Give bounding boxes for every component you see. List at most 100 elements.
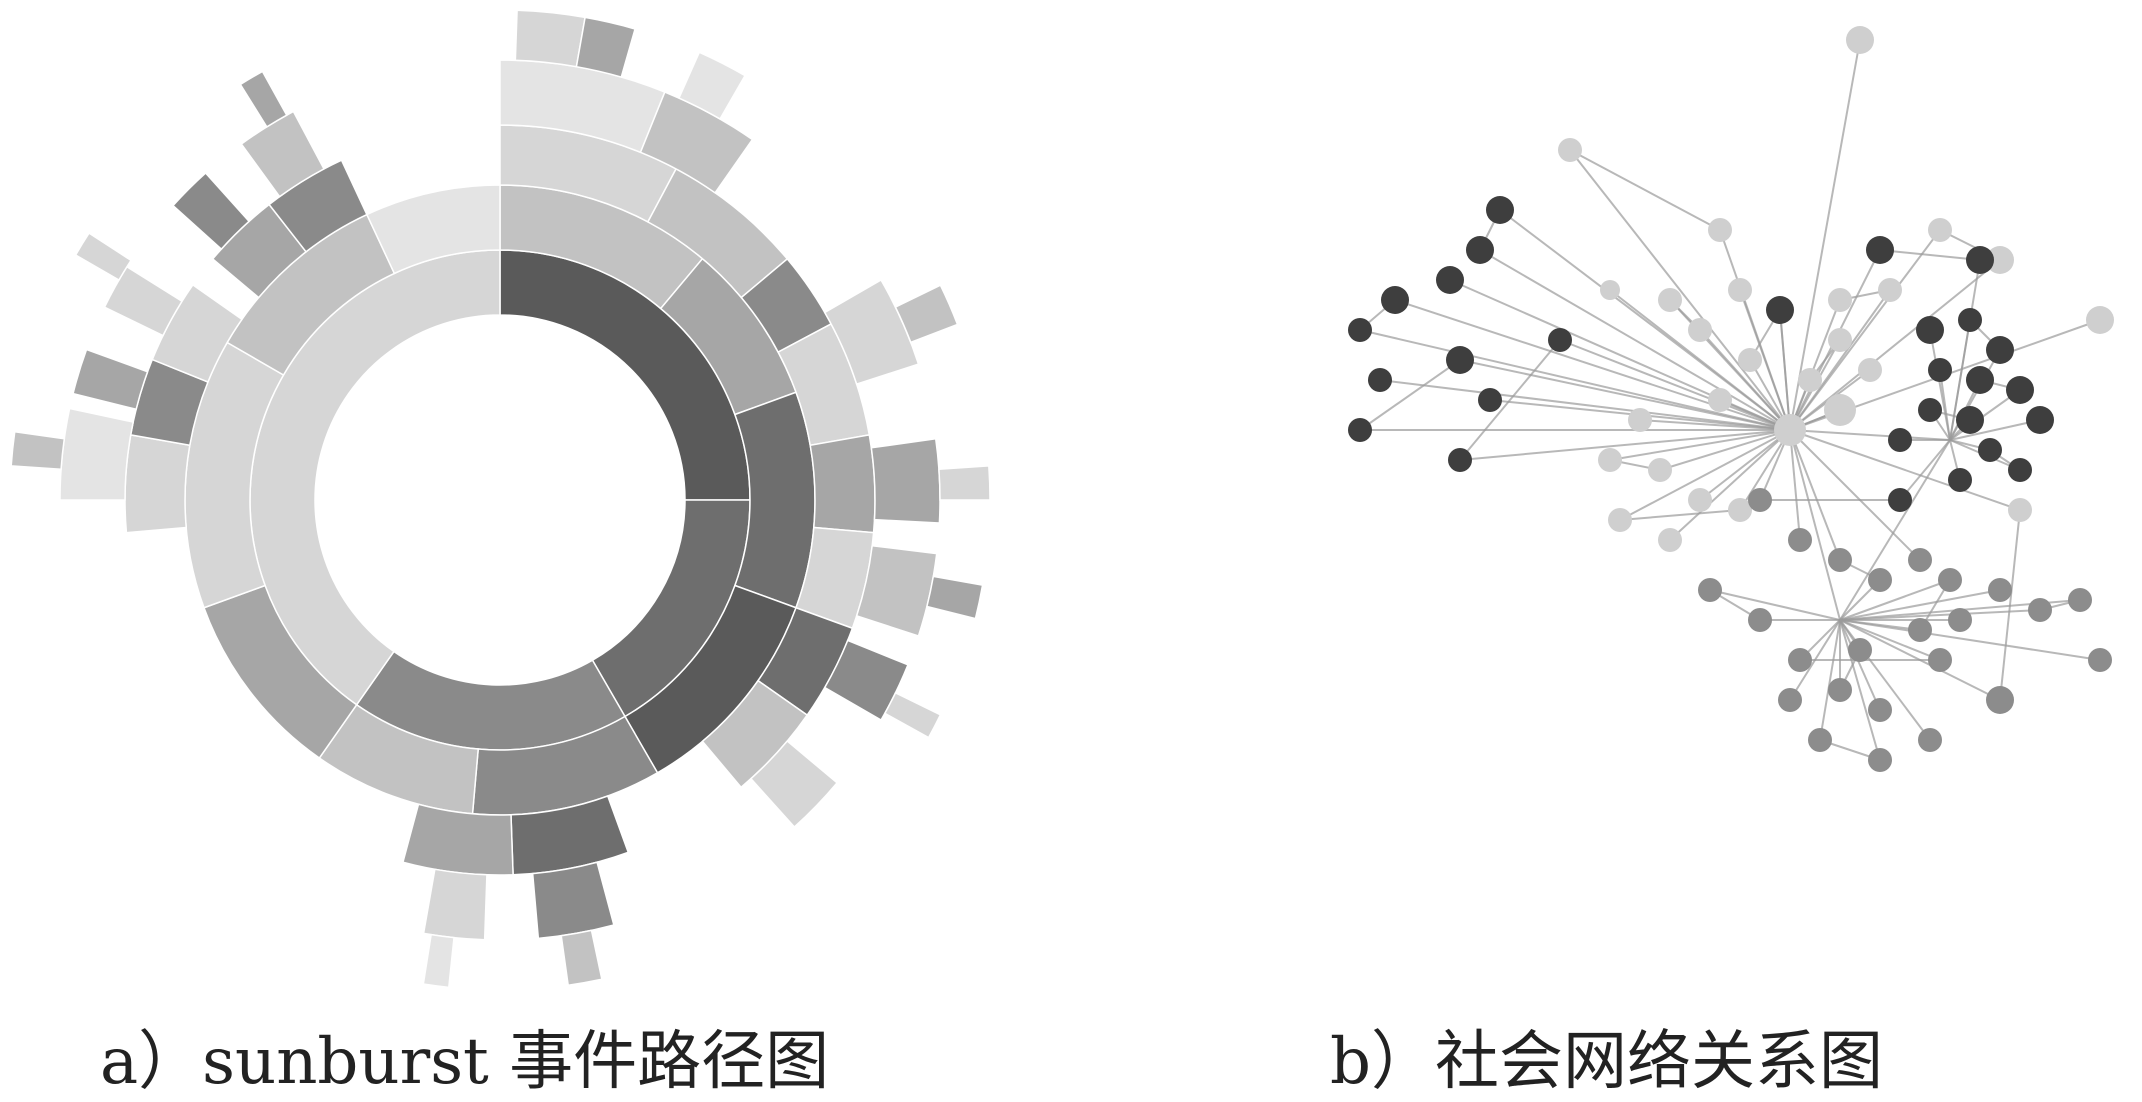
sunburst-segment-ring4 [72,348,149,411]
network-node [1908,548,1932,572]
sunburst-segment-ring5 [883,691,942,739]
network-node [1986,686,2014,714]
sunburst-segment-ring3 [701,679,809,789]
network-node [1778,688,1802,712]
network-node [1738,348,1762,372]
sunburst-chart [10,9,991,989]
network-edge [1789,429,1801,541]
network-node [1938,568,1962,592]
network-node [1728,498,1752,522]
network-node [1824,394,1856,426]
sunburst-segment-ring3 [124,434,191,534]
network-node [1558,138,1582,162]
network-node [1446,346,1474,374]
network-edge [1609,429,1791,461]
network-node [1846,26,1874,54]
sunburst-segment-ring2 [365,184,501,275]
network-node [2068,588,2092,612]
network-node [1788,528,1812,552]
network-node [1486,196,1514,224]
network-node [2008,458,2032,482]
network-node [1978,438,2002,462]
sunburst-segment-ring4 [103,265,184,337]
network-edge [1839,619,2001,701]
network-edge [1619,509,1741,521]
network-edge [1659,429,1791,471]
sunburst-caption: a）sunburst 事件路径图 [100,1025,830,1099]
network-node [1478,388,1502,412]
network-node [1658,528,1682,552]
sunburst-segment-ring4 [531,861,615,940]
network-node [2006,376,2034,404]
network-node [1448,448,1472,472]
network-node [1928,218,1952,242]
sunburst-segment-ring4 [171,171,251,251]
sunburst-segment-ring4 [749,739,839,829]
network-node [1688,318,1712,342]
network-node [1648,458,1672,482]
sunburst-segment-ring5 [74,232,133,282]
network-edge [1699,429,1791,501]
network-edge [1709,589,1841,621]
network-node [1748,488,1772,512]
network-node [1598,448,1622,472]
sunburst-segment-ring5 [10,430,66,471]
sunburst-segment-ring5 [938,465,991,501]
sunburst-panel: a）sunburst 事件路径图 [0,0,1050,1102]
network-edge [1789,39,1861,431]
network-edge [1879,249,1981,261]
sunburst-segment-ring4 [240,110,325,198]
network-edge [1719,229,1791,431]
network-node [1966,246,1994,274]
sunburst-segment-ring4 [823,278,920,386]
sunburst-segment-ring5 [575,16,636,78]
network-node [1986,246,2014,274]
network-edge [1999,509,2021,701]
sunburst-segment-ring5 [514,9,586,68]
network-edge [1949,319,1971,441]
network-node [2086,306,2114,334]
network-edge [1789,619,1841,701]
network-node [1888,488,1912,512]
network-node [1908,618,1932,642]
network-edge [1609,289,1791,431]
network-node [1878,278,1902,302]
network-edge [1569,149,1791,431]
network-edge [1839,589,2001,621]
network-edge [1789,429,1841,561]
network-edge [1459,429,1791,461]
network-node [1888,428,1912,452]
network-node [1628,408,1652,432]
network-node [1608,508,1632,532]
network-edge [1789,429,2021,511]
network-node [1828,288,1852,312]
network-edge [1459,359,1791,431]
network-edge [1949,389,2021,441]
network-edge [1789,429,1951,441]
network-edge [1479,249,1791,431]
network-node [1436,266,1464,294]
sunburst-segment-ring3 [809,434,876,534]
network-edge [1359,329,1791,431]
network-node [1828,328,1852,352]
network-node [1728,278,1752,302]
network-graph [1348,26,2114,772]
network-node [1948,608,1972,632]
network-node [2088,648,2112,672]
sunburst-segment-ring5 [239,70,288,128]
network-edge [1949,419,2041,441]
network-node [1708,218,1732,242]
network-node [1788,648,1812,672]
network-node [1774,414,1806,446]
network-node [1698,578,1722,602]
network-node [1956,406,1984,434]
sunburst-segment-ring5 [560,929,603,987]
network-node [1658,288,1682,312]
network-edge [1569,149,1721,231]
network-node [1348,318,1372,342]
network-node [1748,608,1772,632]
network-node [1466,236,1494,264]
network-edge [1839,619,1941,661]
network-edge [1789,289,1891,431]
network-caption: b）社会网络关系图 [1330,1025,1883,1099]
